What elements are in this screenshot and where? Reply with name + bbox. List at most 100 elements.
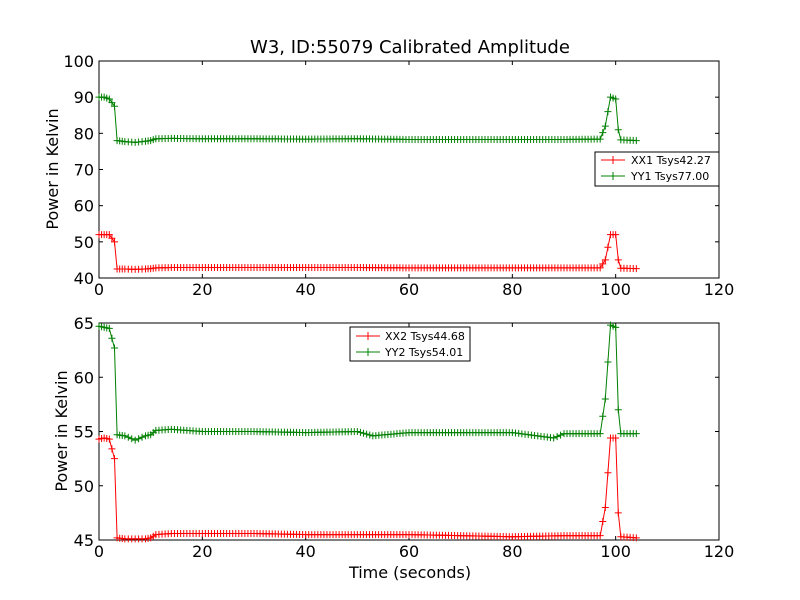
bottom-x-tick-label: 100 bbox=[600, 542, 631, 561]
top-series-markers-0 bbox=[95, 231, 640, 273]
bottom-data-point bbox=[108, 334, 116, 342]
top-data-point bbox=[601, 256, 609, 264]
top-y-tick-label: 80 bbox=[74, 124, 94, 143]
bottom-data-point bbox=[105, 435, 113, 443]
bottom-y-tick-label: 65 bbox=[74, 314, 94, 333]
top-data-point bbox=[612, 95, 620, 103]
bottom-data-point bbox=[124, 433, 132, 441]
top-data-point bbox=[632, 137, 640, 145]
x-axis-label: Time (seconds) bbox=[348, 563, 471, 582]
bottom-data-point bbox=[612, 434, 620, 442]
top-data-point bbox=[599, 129, 607, 137]
bottom-data-point bbox=[596, 532, 604, 540]
top-y-tick-label: 100 bbox=[63, 52, 94, 71]
bottom-legend-marker-yy2 bbox=[364, 348, 372, 356]
bottom-data-point bbox=[135, 435, 143, 443]
bottom-data-point bbox=[111, 344, 118, 352]
top-data-point bbox=[108, 99, 116, 107]
bottom-data-point bbox=[363, 430, 371, 438]
bottom-data-point bbox=[356, 428, 364, 436]
top-data-point bbox=[599, 260, 607, 268]
bottom-legend-marker-xx2 bbox=[364, 332, 372, 340]
top-data-point bbox=[596, 135, 604, 143]
bottom-subplot: 0 20 40 60 80 100 120 45 50 55 60 65 Power in Kelvi… bbox=[52, 314, 734, 582]
bottom-data-point bbox=[632, 534, 640, 542]
bottom-legend-label-yy2: YY2 Tsys54.01 bbox=[384, 346, 463, 359]
bottom-data-point bbox=[601, 503, 609, 511]
bottom-x-tick-label: 0 bbox=[94, 542, 104, 561]
top-data-point bbox=[604, 108, 612, 116]
top-x-tick-label: 60 bbox=[399, 280, 419, 299]
top-y-tick-label: 90 bbox=[74, 88, 94, 107]
top-legend-label-yy1: YY1 Tsys77.00 bbox=[630, 170, 709, 183]
top-data-point bbox=[111, 102, 118, 110]
bottom-x-tick-label: 40 bbox=[295, 542, 315, 561]
top-x-tick-label: 80 bbox=[502, 280, 522, 299]
bottom-x-tick-label: 20 bbox=[192, 542, 212, 561]
top-y-tick-label: 50 bbox=[74, 233, 94, 252]
bottom-data-point bbox=[105, 324, 113, 332]
bottom-data-point bbox=[557, 431, 565, 439]
bottom-data-point bbox=[596, 430, 604, 438]
bottom-data-point bbox=[108, 445, 116, 453]
bottom-x-tick-label: 60 bbox=[399, 542, 419, 561]
bottom-data-point bbox=[553, 433, 561, 441]
bottom-data-point bbox=[612, 323, 620, 331]
bottom-series-markers-1 bbox=[95, 321, 640, 444]
top-y-tick-label: 70 bbox=[74, 161, 94, 180]
top-data-point bbox=[614, 126, 622, 134]
top-data-point bbox=[111, 238, 118, 246]
top-series-markers-1 bbox=[95, 93, 640, 146]
top-x-tick-label: 120 bbox=[704, 280, 735, 299]
top-legend: XX1 Tsys42.27 YY1 Tsys77.00 bbox=[594, 151, 720, 187]
bottom-y-tick-label: 45 bbox=[74, 531, 94, 550]
bottom-data-point bbox=[604, 469, 612, 477]
bottom-axis-ticks: 0 20 40 60 80 100 120 45 50 55 60 65 bbox=[74, 314, 735, 561]
top-data-point bbox=[601, 122, 609, 130]
top-data-point bbox=[596, 264, 604, 272]
bottom-y-tick-label: 55 bbox=[74, 423, 94, 442]
bottom-data-point bbox=[550, 434, 558, 442]
bottom-legend-box bbox=[349, 326, 471, 362]
bottom-series-markers-0 bbox=[95, 434, 640, 543]
bottom-x-tick-label: 80 bbox=[502, 542, 522, 561]
top-x-tick-label: 100 bbox=[600, 280, 631, 299]
bottom-data-point bbox=[360, 429, 368, 437]
bottom-y-tick-label: 50 bbox=[74, 477, 94, 496]
top-data-point bbox=[105, 231, 113, 239]
top-y-axis-label: Power in Kelvin bbox=[43, 108, 62, 229]
bottom-x-tick-label: 120 bbox=[704, 542, 735, 561]
top-legend-marker-yy1 bbox=[609, 172, 617, 180]
bottom-data-point bbox=[632, 430, 640, 438]
top-legend-box bbox=[594, 151, 720, 187]
bottom-series-group bbox=[95, 321, 640, 543]
figure-title: W3, ID:55079 Calibrated Amplitude bbox=[250, 37, 570, 58]
top-data-point bbox=[108, 234, 116, 242]
bottom-y-axis-label: Power in Kelvin bbox=[52, 370, 71, 491]
bottom-data-point bbox=[601, 395, 609, 403]
top-y-tick-label: 40 bbox=[74, 269, 94, 288]
top-data-point bbox=[632, 265, 640, 273]
bottom-data-point bbox=[614, 509, 622, 517]
top-axis-ticks: 0 20 40 60 80 100 120 40 50 60 70 80 90 100 bbox=[63, 52, 734, 299]
bottom-data-point bbox=[599, 518, 607, 526]
bottom-data-point bbox=[604, 358, 612, 366]
top-data-point bbox=[105, 95, 113, 103]
top-legend-marker-xx1 bbox=[609, 156, 617, 164]
bottom-data-point bbox=[353, 428, 361, 435]
bottom-data-point bbox=[599, 412, 607, 420]
bottom-data-point bbox=[111, 455, 118, 463]
top-y-tick-label: 60 bbox=[74, 197, 94, 216]
bottom-legend-label-xx2: XX2 Tsys44.68 bbox=[385, 330, 465, 343]
bottom-legend: XX2 Tsys44.68 YY2 Tsys54.01 bbox=[349, 326, 471, 362]
top-legend-label-xx1: XX1 Tsys42.27 bbox=[631, 154, 711, 167]
top-x-tick-label: 0 bbox=[94, 280, 104, 299]
bottom-data-point bbox=[121, 432, 129, 440]
top-x-tick-label: 40 bbox=[295, 280, 315, 299]
top-data-point bbox=[612, 231, 620, 239]
bottom-data-point bbox=[366, 431, 374, 439]
top-series-group bbox=[95, 93, 640, 273]
bottom-y-tick-label: 60 bbox=[74, 368, 94, 387]
top-data-point bbox=[614, 256, 622, 264]
